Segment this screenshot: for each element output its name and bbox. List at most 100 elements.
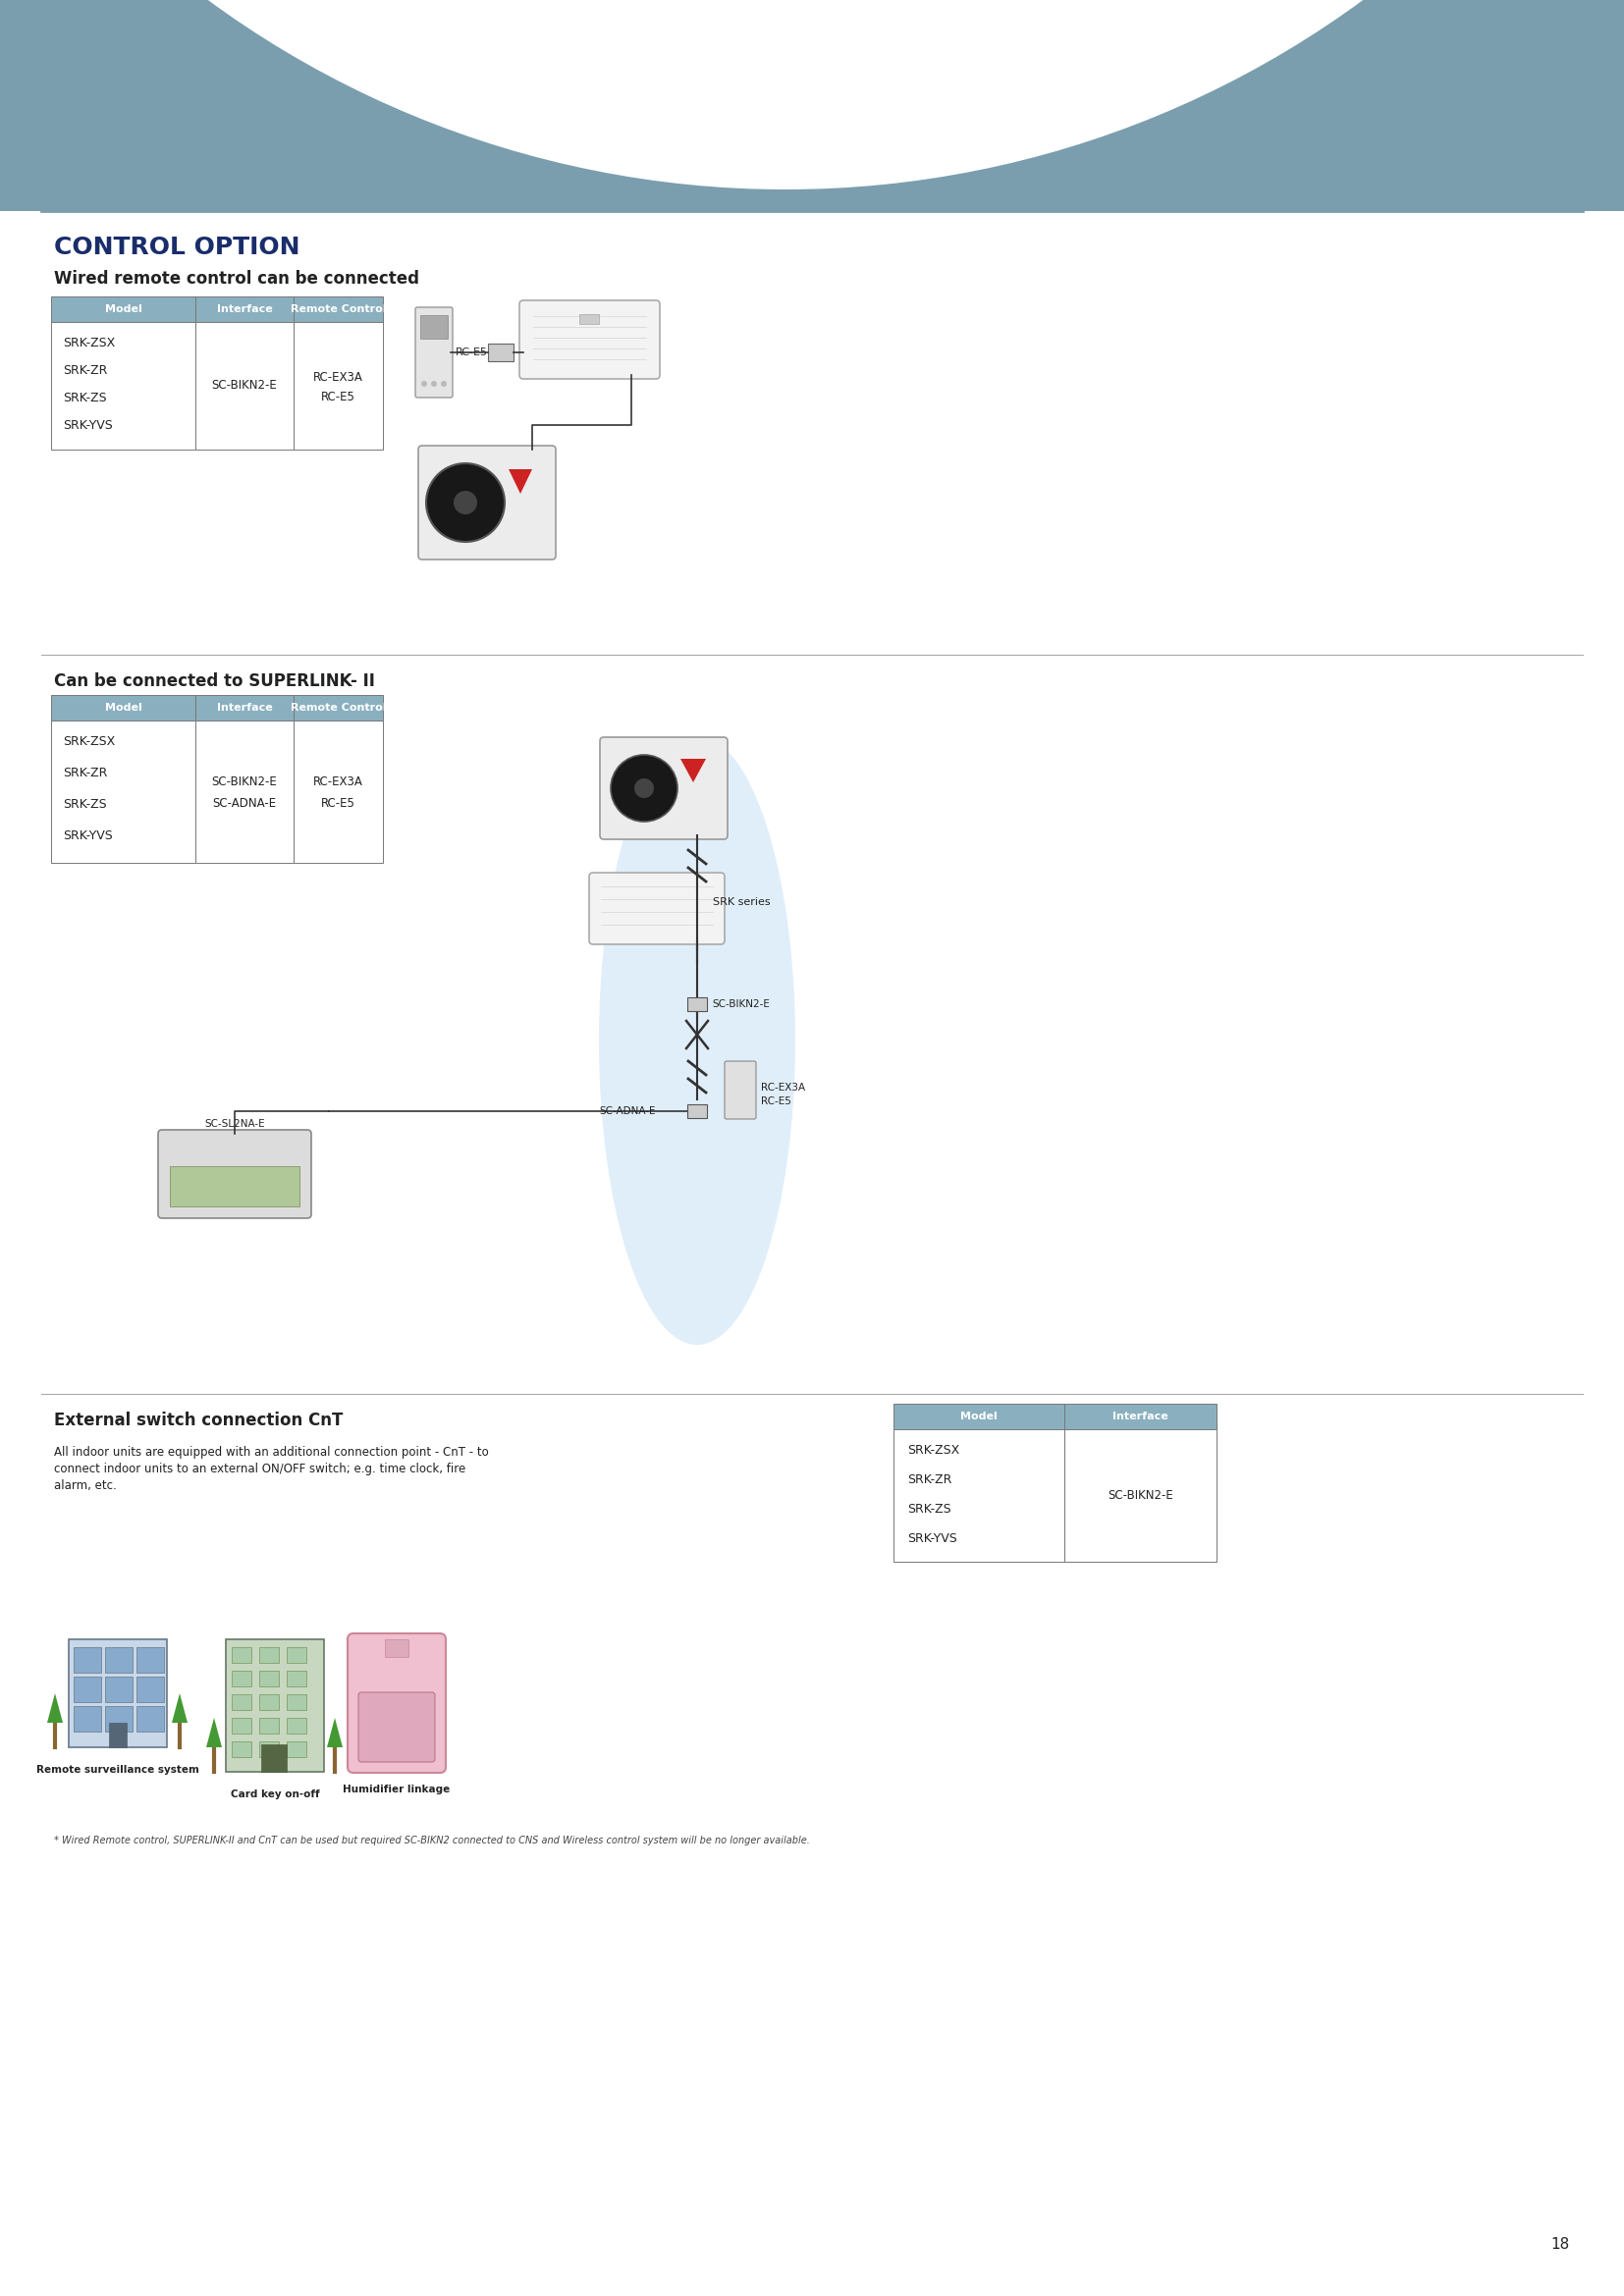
Bar — [106, 1706, 133, 1731]
Text: SRK-ZSX: SRK-ZSX — [63, 338, 115, 349]
Bar — [421, 315, 448, 338]
FancyBboxPatch shape — [419, 445, 555, 560]
Text: SC-ADNA-E: SC-ADNA-E — [599, 1107, 656, 1116]
Text: SRK series: SRK series — [713, 898, 770, 907]
Circle shape — [635, 778, 654, 799]
Text: Model: Model — [104, 703, 141, 712]
Bar — [260, 1740, 279, 1756]
Text: RC-EX3A: RC-EX3A — [313, 776, 364, 788]
Text: SRK-ZSX: SRK-ZSX — [908, 1444, 960, 1456]
Polygon shape — [326, 1717, 343, 1747]
Circle shape — [430, 381, 437, 386]
Text: RC-E5: RC-E5 — [456, 347, 487, 358]
Circle shape — [440, 381, 447, 386]
Text: Model: Model — [104, 305, 141, 315]
Bar — [261, 1745, 287, 1773]
Text: SRK-YVS: SRK-YVS — [63, 420, 112, 432]
Text: SRK-ZR: SRK-ZR — [63, 767, 107, 778]
Text: RC-EX3A
RC-E5: RC-EX3A RC-E5 — [762, 1084, 806, 1107]
Bar — [195, 296, 294, 321]
Text: SC-BIKN2-E: SC-BIKN2-E — [211, 379, 278, 393]
Bar — [687, 1104, 706, 1118]
Text: Remote Control: Remote Control — [291, 703, 387, 712]
Bar — [232, 1646, 252, 1662]
Text: SRK-YVS: SRK-YVS — [63, 829, 112, 843]
Bar — [287, 1740, 307, 1756]
Bar — [260, 1671, 279, 1688]
FancyBboxPatch shape — [348, 1632, 445, 1773]
Bar — [687, 996, 706, 1010]
Bar — [0, 0, 1624, 211]
Bar — [294, 721, 383, 863]
Circle shape — [425, 464, 505, 542]
Text: Can be connected to SUPERLINK- II: Can be connected to SUPERLINK- II — [54, 673, 375, 691]
Circle shape — [611, 755, 677, 822]
Bar — [1064, 1428, 1216, 1561]
Bar — [106, 1676, 133, 1701]
Text: 18: 18 — [1551, 2236, 1570, 2252]
Text: RC-E5: RC-E5 — [322, 390, 356, 404]
Circle shape — [0, 0, 1624, 191]
Bar — [260, 1717, 279, 1733]
Text: SRK-ZS: SRK-ZS — [63, 393, 107, 404]
Bar — [73, 1646, 101, 1674]
Text: * Wired Remote control, SUPERLINK-II and CnT can be used but required SC-BIKN2 c: * Wired Remote control, SUPERLINK-II and… — [54, 1835, 810, 1846]
FancyBboxPatch shape — [520, 301, 659, 379]
Bar — [195, 696, 294, 721]
FancyBboxPatch shape — [590, 872, 724, 944]
Ellipse shape — [599, 737, 796, 1345]
Bar — [232, 1717, 252, 1733]
Bar — [195, 721, 294, 863]
Text: Card key on-off: Card key on-off — [231, 1789, 320, 1800]
Text: SRK-ZS: SRK-ZS — [63, 799, 107, 810]
Text: SC-BIKN2-E: SC-BIKN2-E — [211, 776, 278, 788]
Bar — [68, 1639, 167, 1747]
FancyBboxPatch shape — [359, 1692, 435, 1761]
Text: Interface: Interface — [216, 703, 273, 712]
Text: All indoor units are equipped with an additional connection point - CnT - to: All indoor units are equipped with an ad… — [54, 1446, 489, 1458]
Bar — [893, 1428, 1064, 1561]
Text: External switch connection CnT: External switch connection CnT — [54, 1412, 343, 1428]
Text: alarm, etc.: alarm, etc. — [54, 1479, 117, 1492]
Bar — [232, 1671, 252, 1688]
Text: RC-E5: RC-E5 — [322, 797, 356, 810]
Bar — [109, 1722, 127, 1747]
Text: RC-EX3A: RC-EX3A — [313, 372, 364, 383]
Bar — [385, 1639, 409, 1658]
FancyBboxPatch shape — [416, 308, 453, 397]
Text: SRK-ZS: SRK-ZS — [908, 1504, 952, 1515]
Text: SC-ADNA-E: SC-ADNA-E — [213, 797, 276, 810]
Bar — [50, 321, 195, 450]
Text: Interface: Interface — [1112, 1412, 1168, 1421]
Text: SRK-YVS: SRK-YVS — [908, 1531, 957, 1545]
Bar — [136, 1676, 164, 1701]
Bar — [487, 344, 513, 360]
Bar — [1064, 1403, 1216, 1428]
Text: SC-SL2NA-E: SC-SL2NA-E — [205, 1118, 265, 1130]
Bar — [195, 321, 294, 450]
Text: Wired remote control can be connected: Wired remote control can be connected — [54, 271, 419, 287]
Bar — [287, 1671, 307, 1688]
Text: Remote Control: Remote Control — [291, 305, 387, 315]
Circle shape — [453, 491, 477, 514]
Text: Interface: Interface — [216, 305, 273, 315]
Bar — [106, 1646, 133, 1674]
Bar — [287, 1646, 307, 1662]
Bar — [73, 1706, 101, 1731]
Polygon shape — [47, 1692, 63, 1722]
Text: SRK-ZR: SRK-ZR — [908, 1474, 952, 1486]
Bar — [226, 1639, 325, 1773]
Text: connect indoor units to an external ON/OFF switch; e.g. time clock, fire: connect indoor units to an external ON/O… — [54, 1463, 466, 1476]
Text: SC-BIKN2-E: SC-BIKN2-E — [711, 999, 770, 1010]
Bar — [287, 1694, 307, 1711]
Bar — [136, 1646, 164, 1674]
Bar — [136, 1706, 164, 1731]
Text: Model: Model — [960, 1412, 997, 1421]
Bar — [171, 1166, 299, 1205]
Polygon shape — [680, 758, 706, 783]
Bar — [232, 1740, 252, 1756]
Bar — [73, 1676, 101, 1701]
Text: SC-BIKN2-E: SC-BIKN2-E — [1108, 1490, 1173, 1502]
Polygon shape — [206, 1717, 222, 1747]
Bar — [260, 1646, 279, 1662]
